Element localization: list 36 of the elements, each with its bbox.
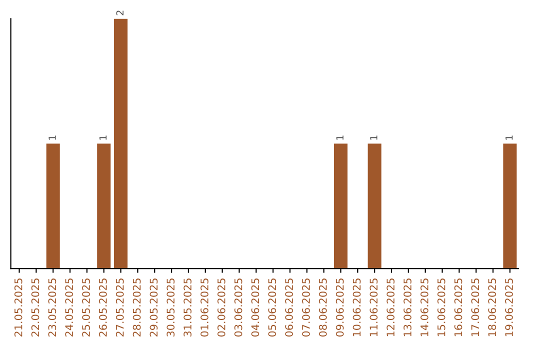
x-tick-label: 30.05.2025 [166,278,175,336]
x-tick-label: 24.05.2025 [65,278,74,337]
data-label: 1 [506,136,513,140]
x-tick-label: 10.06.2025 [352,278,361,336]
x-tick-label: 16.06.2025 [454,278,462,336]
x-tick-label: 09.06.2025 [336,278,344,337]
x-tick-label: 04.06.2025 [251,278,260,337]
x-tick-label: 27.05.2025 [116,278,124,337]
x-tick-label: 02.06.2025 [217,278,226,337]
x-tick-label: 12.06.2025 [386,278,395,336]
x-tick-label: 26.05.2025 [99,278,107,337]
x-tick-label: 19.06.2025 [505,278,513,336]
x-tick-label: 22.05.2025 [31,278,40,337]
x-tick-label: 08.06.2025 [318,278,327,337]
x-tick-label: 01.06.2025 [200,278,208,337]
x-tick-label: 18.06.2025 [488,278,496,336]
x-tick-label: 05.06.2025 [268,278,276,337]
x-tick-label: 21.05.2025 [14,278,22,337]
data-label: 1 [99,136,107,140]
x-tick-label: 28.05.2025 [132,278,141,337]
x-tick-label: 23.05.2025 [48,278,56,337]
x-tick-label: 29.05.2025 [150,278,158,337]
x-tick-label: 07.06.2025 [302,278,310,337]
x-tick-label: 13.06.2025 [404,278,412,336]
data-label: 1 [336,136,344,140]
data-label: 1 [48,136,56,140]
x-tick-label: 14.06.2025 [420,278,428,336]
x-tick-label: 17.06.2025 [471,278,480,336]
data-label: 1 [370,136,378,140]
x-tick-label: 11.06.2025 [370,278,378,336]
x-tick-label: 06.06.2025 [285,278,293,337]
x-tick-label: 25.05.2025 [82,278,90,337]
x-tick-label: 03.06.2025 [234,278,242,337]
data-label: 2 [116,10,124,16]
x-tick-label: 31.05.2025 [184,278,192,336]
x-tick-label: 15.06.2025 [437,278,446,336]
